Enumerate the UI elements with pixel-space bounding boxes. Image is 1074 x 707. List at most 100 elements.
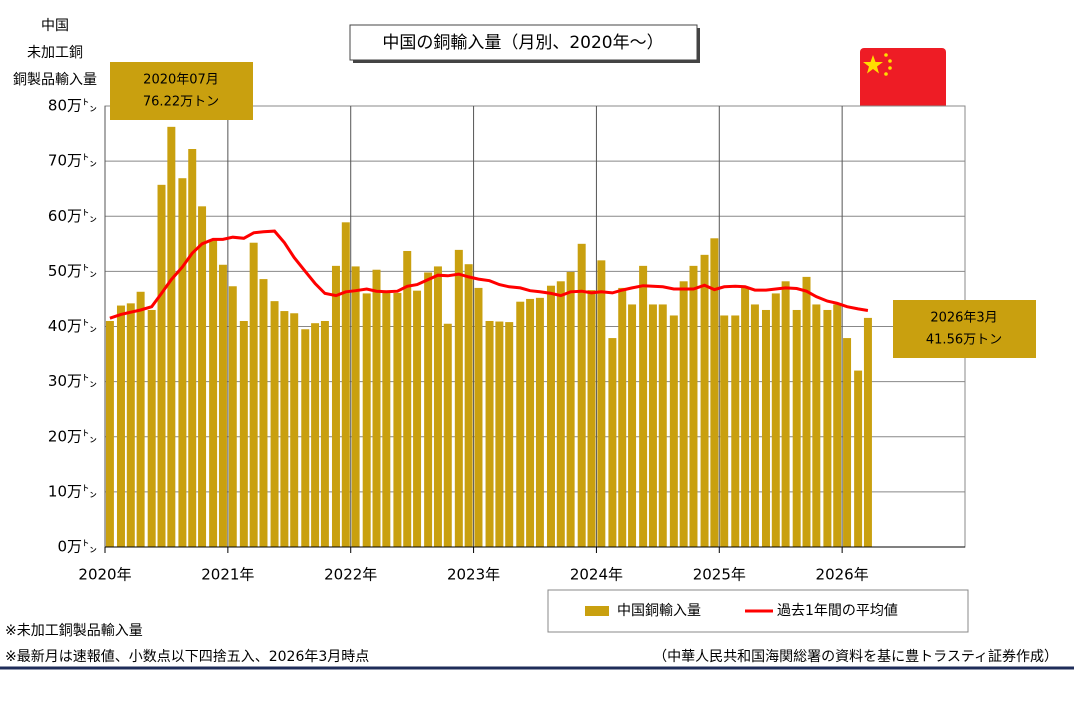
bar [464, 264, 473, 547]
source: （中華人民共和国海関総署の資料を基に豊トラスティ証券作成） [653, 648, 1058, 665]
bar [587, 290, 596, 547]
bar [771, 293, 780, 547]
bar [863, 317, 872, 547]
bar [157, 184, 166, 548]
bar [485, 320, 494, 547]
x-tick-label: 2026年 [816, 566, 869, 584]
y-label: 中国 [41, 18, 69, 34]
bar [372, 269, 381, 547]
bar [710, 238, 719, 548]
annotation-text: 76.22万トン [143, 95, 219, 110]
bar [443, 323, 452, 547]
x-tick-label: 2024年 [570, 566, 623, 584]
bar [136, 291, 145, 547]
bar [781, 281, 790, 547]
bar [301, 329, 310, 547]
bar [669, 315, 678, 547]
bar [362, 293, 371, 547]
annotation-text: 2020年07月 [143, 73, 219, 88]
bar [209, 240, 218, 547]
bar [116, 305, 125, 547]
bar [577, 243, 586, 547]
y-tick-label: 70万㌧ [48, 152, 97, 170]
bar [228, 286, 237, 547]
bar [505, 322, 514, 547]
bar [608, 338, 617, 547]
bar [249, 242, 258, 547]
bar [556, 281, 565, 547]
y-tick-label: 80万㌧ [48, 97, 97, 115]
bar [731, 315, 740, 547]
bar [546, 285, 555, 547]
y-tick-label: 40万㌧ [48, 317, 97, 335]
bar [413, 290, 422, 547]
note: ※最新月は速報値、小数点以下四捨五入、2026年3月時点 [5, 648, 369, 665]
bar [761, 309, 770, 547]
bar [198, 206, 207, 547]
bar [689, 265, 698, 547]
bar [535, 297, 544, 547]
bar [178, 178, 187, 547]
bar [628, 304, 637, 547]
x-tick-label: 2025年 [693, 566, 746, 584]
bar [290, 313, 299, 547]
y-tick-label: 50万㌧ [48, 262, 97, 280]
bar [854, 370, 863, 547]
bar [382, 290, 391, 547]
bar [823, 309, 832, 547]
bar [597, 260, 606, 547]
bar [454, 249, 463, 547]
y-label: 銅製品輸入量 [13, 72, 97, 88]
annotation-box [110, 62, 253, 120]
bar [812, 304, 821, 547]
bar [280, 311, 289, 547]
bar [433, 266, 442, 547]
bar [648, 304, 657, 547]
bar [239, 320, 248, 547]
x-tick-label: 2020年 [78, 566, 131, 584]
bar [218, 264, 227, 547]
annotation-text: 41.56万トン [926, 333, 1002, 348]
bar [833, 304, 842, 547]
bar [147, 309, 156, 547]
y-tick-label: 20万㌧ [48, 427, 97, 445]
bar [792, 309, 801, 547]
note: ※未加工銅製品輸入量 [5, 623, 143, 639]
bar [679, 281, 688, 547]
bar [105, 320, 114, 547]
bar [566, 271, 575, 547]
bar [403, 250, 412, 547]
bar [516, 301, 525, 547]
bar [802, 276, 811, 547]
bar [495, 321, 504, 547]
bar [526, 298, 535, 547]
bar [843, 338, 852, 547]
y-label: 未加工銅 [27, 45, 83, 61]
bar [424, 272, 433, 547]
bar [167, 126, 176, 547]
legend-label: 過去1年間の平均値 [777, 603, 898, 619]
bar [320, 320, 329, 547]
bar [618, 287, 627, 547]
bar [351, 266, 360, 547]
legend-label: 中国銅輸入量 [617, 603, 701, 619]
bar [720, 315, 729, 547]
y-tick-label: 60万㌧ [48, 207, 97, 225]
bar [259, 279, 268, 547]
annotation-box [893, 300, 1036, 358]
y-tick-label: 30万㌧ [48, 372, 97, 390]
line [109, 229, 869, 320]
bar [126, 303, 135, 547]
legend-swatch [585, 606, 609, 616]
bar [270, 301, 279, 547]
bar [741, 287, 750, 547]
chart-title: 中国の銅輸入量（月別、2020年～） [382, 33, 663, 53]
y-tick-label: 10万㌧ [48, 482, 97, 500]
bar [341, 222, 350, 547]
bar [331, 265, 340, 547]
bar [639, 265, 648, 547]
title-box [349, 24, 698, 61]
x-tick-label: 2023年 [447, 566, 500, 584]
bar [311, 323, 320, 547]
